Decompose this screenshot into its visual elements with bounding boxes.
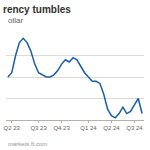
- svg-text:Q3 24: Q3 24: [126, 125, 143, 131]
- svg-text:markets.ft.com: markets.ft.com: [8, 141, 47, 147]
- svg-text:rency tumbles: rency tumbles: [3, 4, 71, 15]
- svg-text:Q2 24: Q2 24: [103, 125, 120, 131]
- svg-text:Q4 23: Q4 23: [53, 125, 70, 131]
- svg-text:Q1 24: Q1 24: [80, 125, 97, 131]
- svg-text:ollar: ollar: [8, 16, 23, 25]
- svg-text:Q2 23: Q2 23: [4, 125, 21, 131]
- svg-text:Q3 23: Q3 23: [30, 125, 47, 131]
